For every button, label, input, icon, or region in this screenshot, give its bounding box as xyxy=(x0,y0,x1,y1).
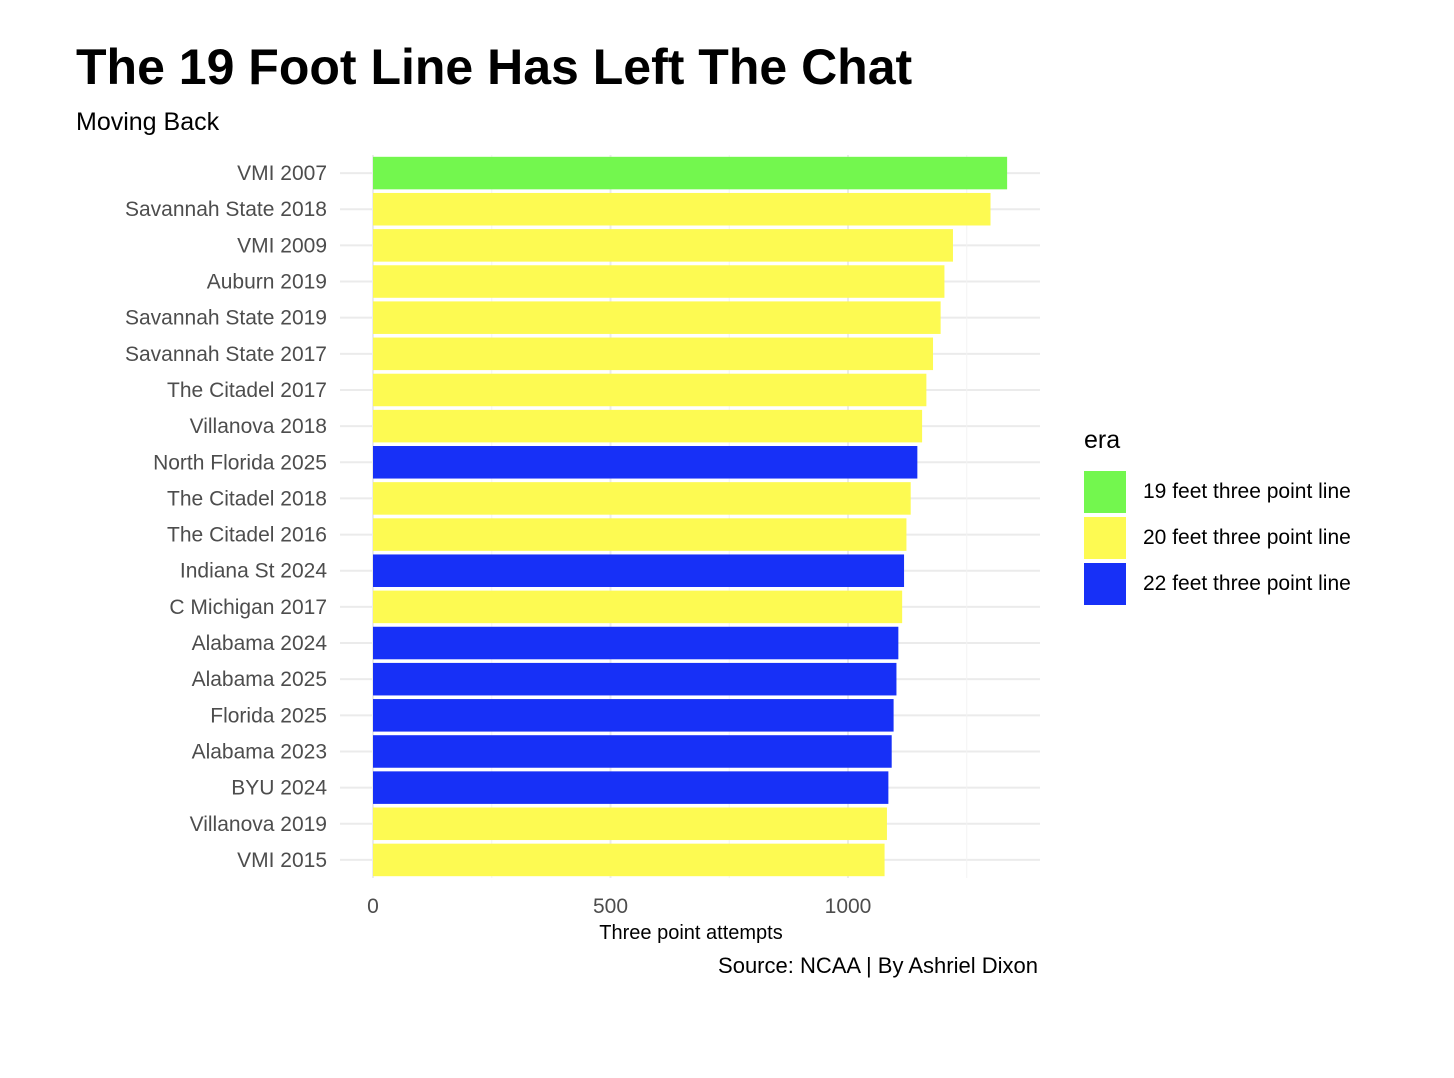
legend-title: era xyxy=(1084,426,1121,454)
y-tick-label: Alabama 2025 xyxy=(192,668,327,691)
y-tick-label: Savannah State 2017 xyxy=(125,343,327,366)
bar xyxy=(373,265,945,298)
legend-label-20ft: 20 feet three point line xyxy=(1143,526,1351,549)
bar xyxy=(373,662,897,696)
bar xyxy=(373,843,885,877)
bar xyxy=(373,337,934,371)
bar xyxy=(373,373,927,407)
legend-item-20ft: 20 feet three point line xyxy=(1084,515,1351,561)
bar xyxy=(373,409,923,443)
bar xyxy=(373,192,991,226)
chart-subtitle: Moving Back xyxy=(76,108,220,136)
y-tick-label: Auburn 2019 xyxy=(207,271,327,294)
bar xyxy=(373,482,911,515)
chart-title: The 19 Foot Line Has Left The Chat xyxy=(76,39,913,95)
x-tick-label: 500 xyxy=(593,895,628,918)
legend-swatch-19ft xyxy=(1084,471,1126,513)
source-caption: Source: NCAA | By Ashriel Dixon xyxy=(718,953,1038,978)
legend-label-22ft: 22 feet three point line xyxy=(1143,572,1351,595)
y-tick-label: Savannah State 2018 xyxy=(125,198,327,221)
bar xyxy=(373,699,894,732)
bar xyxy=(373,554,905,587)
y-tick-label: The Citadel 2018 xyxy=(167,487,327,510)
bar xyxy=(373,771,889,804)
legend: era 19 feet three point line 20 feet thr… xyxy=(1084,426,1351,607)
bar xyxy=(373,807,887,841)
y-tick-label: C Michigan 2017 xyxy=(169,596,327,619)
y-tick-label: VMI 2007 xyxy=(237,162,327,185)
bar xyxy=(373,446,918,479)
bar xyxy=(373,590,903,624)
legend-label-19ft: 19 feet three point line xyxy=(1143,480,1351,503)
y-tick-label: VMI 2015 xyxy=(237,849,327,872)
legend-swatch-22ft xyxy=(1084,563,1126,605)
bar xyxy=(373,626,899,660)
bar xyxy=(373,229,953,262)
y-tick-label: Villanova 2019 xyxy=(190,813,327,836)
y-tick-label: Alabama 2023 xyxy=(192,740,327,763)
y-tick-label: Indiana St 2024 xyxy=(180,560,327,583)
bar xyxy=(373,735,892,768)
y-tick-label: BYU 2024 xyxy=(231,777,327,800)
y-tick-label: The Citadel 2017 xyxy=(167,379,327,402)
y-tick-label: Alabama 2024 xyxy=(192,632,328,655)
y-tick-label: North Florida 2025 xyxy=(153,451,327,474)
legend-swatch-20ft xyxy=(1084,517,1126,559)
y-tick-label: The Citadel 2016 xyxy=(167,524,327,547)
legend-item-19ft: 19 feet three point line xyxy=(1084,469,1351,515)
legend-item-22ft: 22 feet three point line xyxy=(1084,561,1351,607)
x-tick-label: 0 xyxy=(367,895,379,918)
y-tick-label: VMI 2009 xyxy=(237,234,327,257)
bar xyxy=(373,518,907,551)
bar xyxy=(373,301,941,334)
y-tick-label: Florida 2025 xyxy=(210,704,327,727)
x-axis-title: Three point attempts xyxy=(599,922,782,944)
y-tick-label: Villanova 2018 xyxy=(190,415,327,438)
bar xyxy=(373,156,1008,190)
x-tick-label: 1000 xyxy=(825,895,872,918)
y-tick-label: Savannah State 2019 xyxy=(125,307,327,330)
